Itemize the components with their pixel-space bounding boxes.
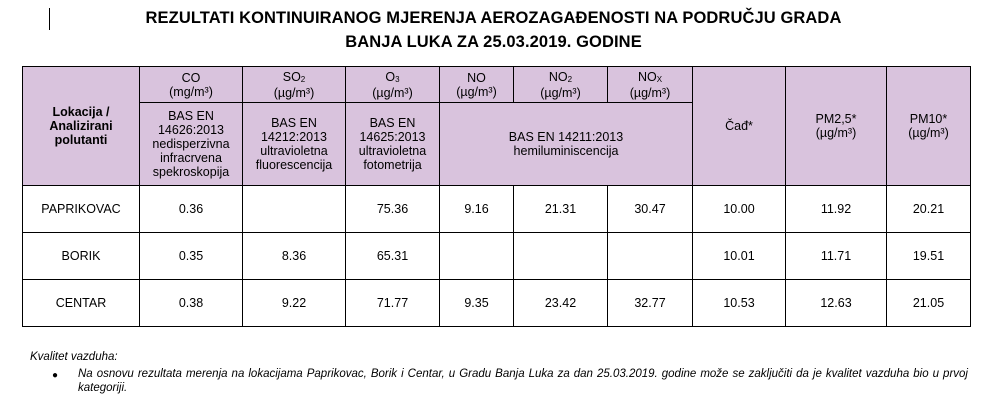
- text-cursor: [49, 8, 50, 30]
- value-cell: 11.92: [785, 185, 887, 233]
- table-row: BORIK 0.35 8.36 65.31 10.01 11.71 19.51: [22, 232, 971, 280]
- value-cell: 20.21: [886, 185, 971, 233]
- value-cell: 9.16: [439, 185, 514, 233]
- header-so2: SO2 (µg/m³): [242, 66, 346, 103]
- title-line-1: REZULTATI KONTINUIRANOG MJERENJA AEROZAG…: [145, 9, 842, 27]
- value-cell: 12.63: [785, 279, 887, 327]
- location-cell: BORIK: [22, 232, 140, 280]
- header-co: CO (mg/m³): [139, 66, 243, 103]
- corner-header-cell: Lokacija / Analizirani polutanti: [22, 66, 140, 186]
- value-cell: 10.53: [692, 279, 786, 327]
- value-cell: 0.38: [139, 279, 243, 327]
- header-nox: NOX (µg/m³): [607, 66, 693, 103]
- title-line-2: BANJA LUKA ZA 25.03.2019. GODINE: [345, 33, 642, 51]
- value-cell: 23.42: [513, 279, 608, 327]
- notes-heading: Kvalitet vazduha:: [30, 351, 118, 363]
- header-o3: O3 (µg/m³): [345, 66, 440, 103]
- value-cell: 0.36: [139, 185, 243, 233]
- header-row-methods: BAS EN 14626:2013 nedisperzivna infracrven…: [23, 102, 971, 186]
- header-no: NO (µg/m³): [439, 66, 514, 103]
- value-cell: 9.35: [439, 279, 514, 327]
- header-cad: Čađ*: [692, 66, 786, 186]
- location-cell: CENTAR: [22, 279, 140, 327]
- header-row-pollutants: Lokacija / Analizirani polutanti CO (mg/m…: [22, 66, 971, 186]
- air-quality-table: Lokacija / Analizirani polutanti CO (mg/m…: [22, 66, 971, 327]
- value-cell: 19.51: [886, 232, 971, 280]
- value-cell: 8.36: [242, 232, 346, 280]
- bullet-icon: ●: [52, 370, 59, 381]
- value-cell: 75.36: [345, 185, 440, 233]
- value-cell: 32.77: [607, 279, 693, 327]
- header-pm25: PM2,5* (µg/m³): [785, 66, 887, 186]
- value-cell: 21.31: [513, 185, 608, 233]
- value-cell: 10.01: [692, 232, 786, 280]
- method-nox: BAS EN 14211:2013 hemiluminiscencija: [439, 102, 693, 186]
- value-cell: [607, 232, 693, 280]
- value-cell: 9.22: [242, 279, 346, 327]
- value-cell: 21.05: [886, 279, 971, 327]
- notes-bullet-text: Na osnovu rezultata merenja na lokacijam…: [78, 368, 968, 394]
- report-title: REZULTATI KONTINUIRANOG MJERENJA AEROZAG…: [0, 6, 987, 54]
- table-row: PAPRIKOVAC 0.36 75.36 9.16 21.31 30.47 1…: [22, 185, 971, 233]
- table-row: CENTAR 0.38 9.22 71.77 9.35 23.42 32.77 …: [22, 279, 971, 327]
- method-o3: BAS EN 14625:2013 ultravioletna fotometrij…: [345, 102, 440, 186]
- value-cell: 11.71: [785, 232, 887, 280]
- header-no2: NO2 (µg/m³): [513, 66, 608, 103]
- notes-section: Kvalitet vazduha: ● Na osnovu rezultata …: [30, 350, 968, 394]
- value-cell: 65.31: [345, 232, 440, 280]
- value-cell: 0.35: [139, 232, 243, 280]
- location-cell: PAPRIKOVAC: [22, 185, 140, 233]
- method-co: BAS EN 14626:2013 nedisperzivna infracrven…: [139, 102, 243, 186]
- value-cell: [513, 232, 608, 280]
- value-cell: [439, 232, 514, 280]
- value-cell: 10.00: [692, 185, 786, 233]
- method-so2: BAS EN 14212:2013 ultravioletna fluorescen…: [242, 102, 346, 186]
- value-cell: [242, 185, 346, 233]
- value-cell: 71.77: [345, 279, 440, 327]
- header-pm10: PM10* (µg/m³): [886, 66, 971, 186]
- value-cell: 30.47: [607, 185, 693, 233]
